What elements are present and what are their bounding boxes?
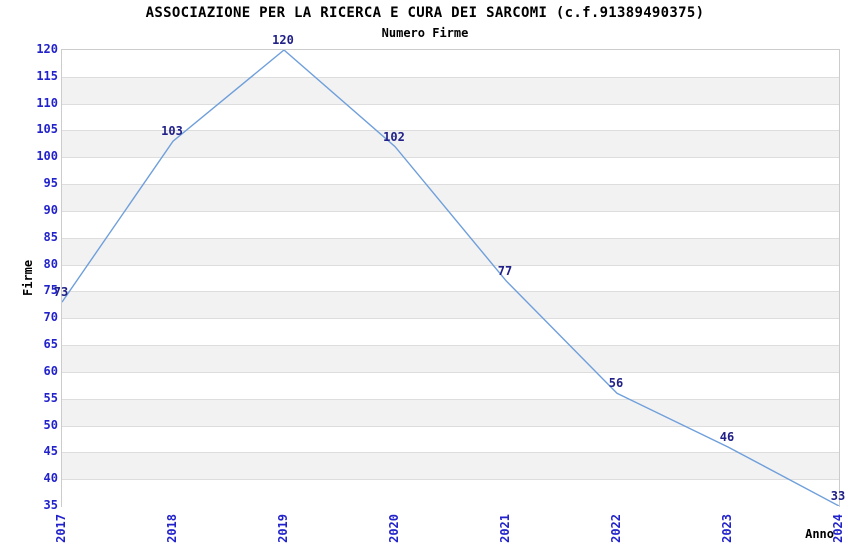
series-line [62, 50, 839, 506]
y-tick-label: 100 [36, 149, 58, 164]
line-series-svg [62, 50, 839, 506]
plot-band [62, 130, 839, 159]
y-tick-label: 95 [43, 176, 58, 191]
data-label: 77 [497, 263, 513, 278]
y-tick-label: 115 [36, 68, 58, 83]
plot-band [62, 157, 839, 186]
chart-title: ASSOCIAZIONE PER LA RICERCA E CURA DEI S… [145, 5, 705, 21]
y-tick-label: 60 [43, 363, 58, 378]
plot-band [62, 318, 839, 347]
plot-area [61, 49, 840, 507]
y-tick-label: 70 [43, 310, 58, 325]
plot-band [62, 345, 839, 373]
plot-band [62, 210, 839, 239]
plot-band [62, 398, 839, 427]
y-tick-label: 85 [43, 229, 58, 244]
x-tick-label: 2023 [720, 514, 734, 543]
x-tick-label: 2022 [609, 514, 623, 543]
x-axis-title: Anno [805, 527, 834, 541]
plot-band [62, 76, 839, 105]
y-tick-label: 55 [43, 390, 58, 405]
y-tick-label: 120 [36, 42, 58, 56]
y-tick-label: 45 [43, 444, 58, 459]
y-tick-label: 110 [36, 95, 58, 110]
data-label: 103 [161, 124, 183, 139]
plot-band [62, 479, 839, 507]
plot-band [62, 50, 839, 77]
data-label: 102 [383, 129, 405, 144]
x-tick-label: 2020 [387, 514, 401, 543]
plot-band [62, 264, 839, 293]
y-tick-label: 105 [36, 122, 58, 137]
data-label: 33 [830, 489, 846, 503]
y-tick-label: 40 [43, 471, 58, 486]
x-tick-label: 2024 [831, 514, 845, 543]
y-tick-label: 35 [43, 498, 58, 512]
y-tick-label: 80 [43, 256, 58, 271]
data-label: 120 [272, 33, 294, 47]
plot-band [62, 237, 839, 266]
y-tick-label: 65 [43, 337, 58, 352]
x-tick-label: 2017 [54, 514, 68, 543]
plot-band [62, 184, 839, 212]
x-tick-label: 2019 [276, 514, 290, 543]
data-label: 56 [608, 376, 624, 391]
y-tick-label: 75 [43, 283, 58, 298]
plot-band [62, 425, 839, 454]
y-tick-label: 90 [43, 202, 58, 217]
plot-band [62, 291, 839, 320]
plot-band [62, 452, 839, 481]
y-tick-label: 50 [43, 417, 58, 432]
x-tick-label: 2021 [498, 514, 512, 543]
data-label: 46 [719, 429, 735, 444]
x-tick-label: 2018 [165, 514, 179, 543]
data-label: 73 [53, 285, 69, 300]
plot-band [62, 371, 839, 400]
chart-subtitle: Numero Firme [381, 26, 469, 40]
